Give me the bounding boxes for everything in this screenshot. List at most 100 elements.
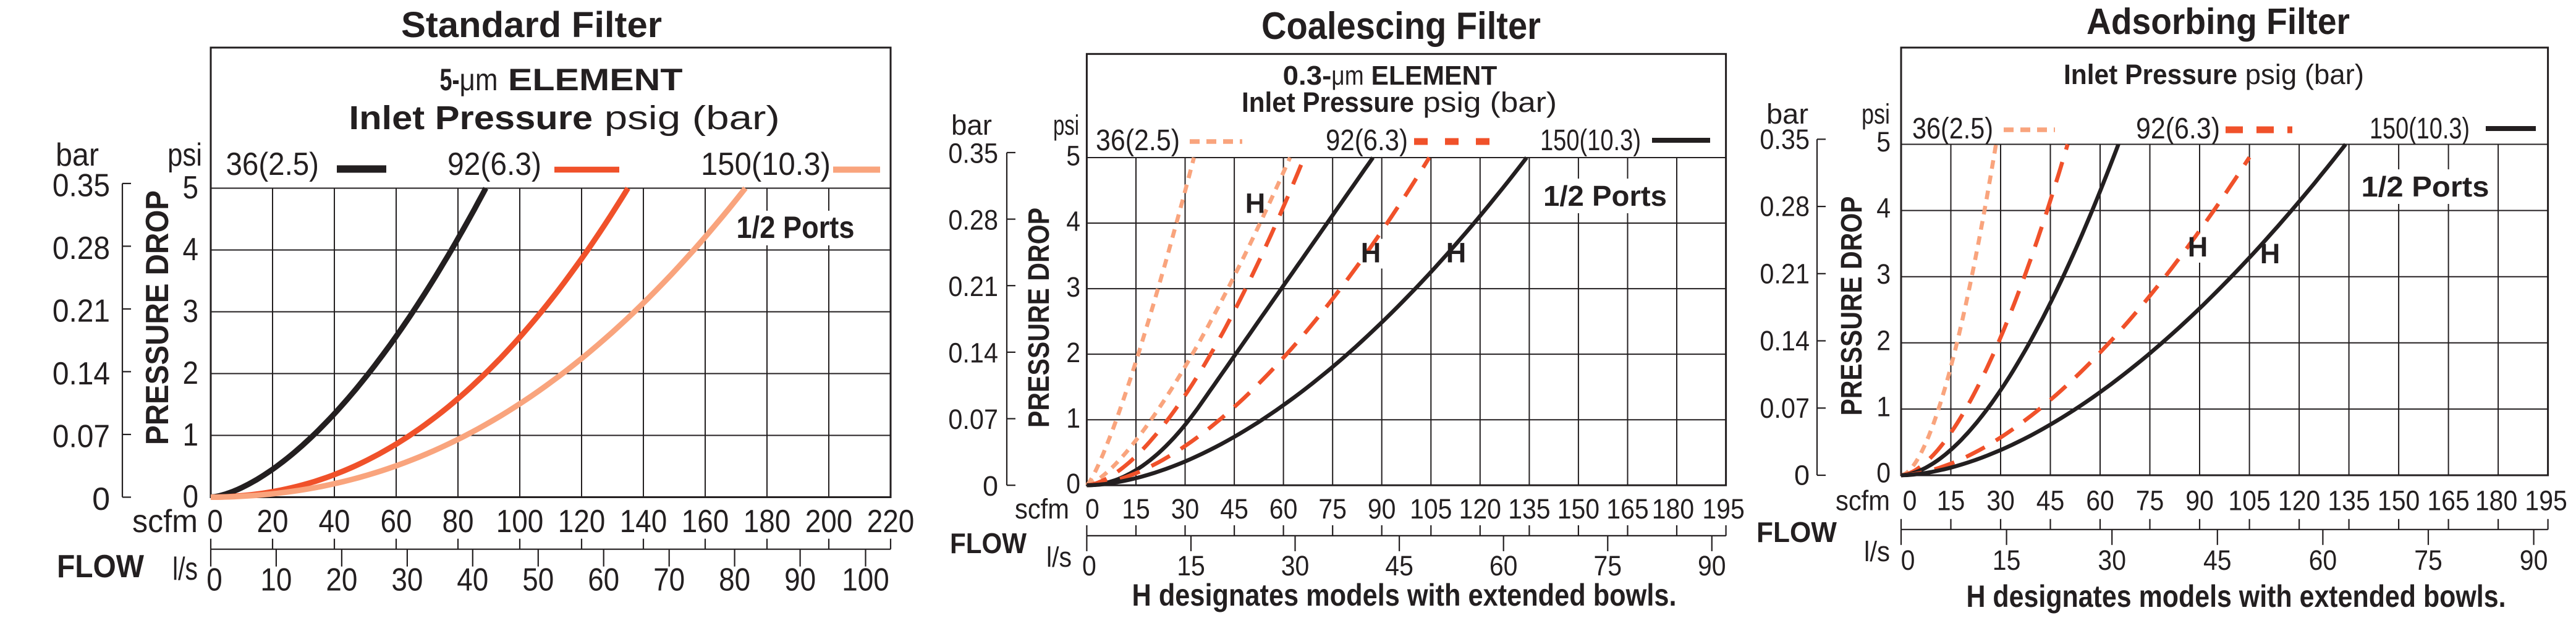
svg-text:0.14: 0.14 [948, 337, 998, 369]
svg-text:H: H [1446, 237, 1467, 269]
svg-text:60: 60 [588, 562, 619, 598]
svg-text:150: 150 [1557, 493, 1599, 525]
svg-text:H designates models with exten: H designates models with extended bowls. [1967, 579, 2506, 614]
svg-text:PRESSURE DROP: PRESSURE DROP [1836, 197, 1868, 416]
svg-text:1/2 Ports: 1/2 Ports [1543, 180, 1667, 212]
svg-text:Adsorbing Filter: Adsorbing Filter [2087, 1, 2350, 42]
svg-text:150: 150 [2378, 485, 2420, 517]
svg-text:3: 3 [1066, 271, 1080, 303]
svg-text:l/s: l/s [1046, 541, 1072, 573]
svg-text:165: 165 [2427, 485, 2469, 517]
svg-text:μm: μm [460, 62, 498, 97]
svg-text:1/2 Ports: 1/2 Ports [737, 210, 855, 245]
svg-text:15: 15 [1937, 485, 1965, 517]
svg-text:36(2.5): 36(2.5) [1096, 124, 1180, 157]
svg-text:0: 0 [983, 470, 998, 502]
svg-text:90: 90 [2520, 544, 2548, 576]
svg-text:2: 2 [1876, 324, 1891, 356]
svg-text:15: 15 [1177, 550, 1205, 582]
svg-text:1/2 Ports: 1/2 Ports [2362, 171, 2489, 203]
svg-text:100: 100 [842, 562, 889, 598]
svg-text:FLOW: FLOW [1756, 516, 1837, 548]
svg-text:Inlet Pressure: Inlet Pressure [2064, 59, 2237, 90]
svg-text:3: 3 [183, 294, 199, 329]
svg-text:75: 75 [1318, 493, 1347, 525]
svg-text:60: 60 [2309, 544, 2337, 576]
svg-text:0.28: 0.28 [53, 231, 110, 266]
svg-text:0.35: 0.35 [948, 138, 998, 169]
svg-text:36(2.5): 36(2.5) [1912, 112, 1993, 145]
svg-text:0: 0 [1066, 468, 1080, 499]
svg-text:75: 75 [1594, 550, 1622, 582]
svg-text:60: 60 [1269, 493, 1298, 525]
svg-text:15: 15 [1122, 493, 1150, 525]
svg-text:0.28: 0.28 [1760, 191, 1810, 222]
svg-text:4: 4 [183, 232, 199, 268]
svg-text:scfm: scfm [132, 504, 198, 540]
svg-text:Standard Filter: Standard Filter [401, 5, 662, 45]
svg-text:H: H [1361, 237, 1381, 269]
svg-text:H designates models with exten: H designates models with extended bowls. [1132, 578, 1677, 612]
svg-text:150(10.3): 150(10.3) [701, 146, 831, 182]
svg-text:0.21: 0.21 [1760, 258, 1810, 289]
svg-text:180: 180 [744, 504, 791, 540]
svg-text:0.21: 0.21 [53, 293, 110, 329]
svg-text:H: H [1245, 188, 1266, 219]
svg-text:psi: psi [1862, 98, 1890, 130]
svg-text:20: 20 [326, 562, 357, 598]
svg-text:l/s: l/s [172, 551, 198, 587]
svg-text:1: 1 [1066, 402, 1080, 434]
svg-text:36(2.5): 36(2.5) [226, 146, 320, 182]
svg-text:140: 140 [620, 504, 667, 540]
svg-text:scfm: scfm [1015, 493, 1069, 525]
svg-text:l/s: l/s [1864, 536, 1890, 567]
svg-text:psig (bar): psig (bar) [1414, 87, 1557, 118]
svg-text:50: 50 [522, 562, 554, 598]
svg-text:90: 90 [1368, 493, 1396, 525]
svg-text:60: 60 [1489, 550, 1518, 582]
svg-text:0.07: 0.07 [53, 419, 110, 455]
svg-text:H: H [2260, 238, 2281, 269]
svg-text:FLOW: FLOW [950, 527, 1027, 559]
svg-text:psig (bar): psig (bar) [593, 99, 780, 137]
svg-text:90: 90 [1698, 550, 1726, 582]
svg-text:105: 105 [2228, 485, 2270, 517]
svg-text:0.14: 0.14 [53, 356, 110, 392]
svg-text:0.35: 0.35 [53, 167, 110, 203]
svg-text:75: 75 [2414, 544, 2443, 576]
svg-text:ELEMENT: ELEMENT [498, 62, 683, 97]
svg-text:Inlet Pressure: Inlet Pressure [349, 99, 593, 137]
svg-text:60: 60 [2086, 485, 2114, 517]
svg-text:1: 1 [1876, 391, 1891, 422]
svg-text:195: 195 [2525, 485, 2567, 517]
svg-text:120: 120 [558, 504, 606, 540]
svg-text:75: 75 [2136, 485, 2164, 517]
svg-text:FLOW: FLOW [57, 549, 145, 585]
svg-text:80: 80 [443, 504, 474, 540]
svg-text:0: 0 [207, 504, 223, 540]
svg-text:150(10.3): 150(10.3) [1540, 124, 1641, 157]
svg-text:45: 45 [1220, 493, 1248, 525]
svg-text:0.14: 0.14 [1760, 325, 1810, 357]
svg-text:40: 40 [319, 504, 350, 540]
svg-text:200: 200 [805, 504, 853, 540]
svg-text:100: 100 [496, 504, 544, 540]
svg-text:Coalescing Filter: Coalescing Filter [1261, 5, 1541, 48]
svg-text:2: 2 [1066, 337, 1080, 368]
svg-text:2: 2 [183, 355, 199, 391]
svg-text:0: 0 [1082, 550, 1096, 582]
svg-text:5: 5 [183, 170, 199, 206]
svg-text:0: 0 [1901, 544, 1915, 576]
svg-text:1: 1 [183, 417, 199, 453]
svg-text:0: 0 [1085, 493, 1099, 525]
svg-text:scfm: scfm [1836, 485, 1890, 517]
svg-text:90: 90 [784, 562, 816, 598]
svg-text:195: 195 [1702, 493, 1744, 525]
svg-text:120: 120 [2278, 485, 2320, 517]
svg-text:30: 30 [1171, 493, 1200, 525]
svg-text:bar: bar [1766, 98, 1808, 130]
svg-text:bar: bar [951, 109, 992, 141]
svg-text:105: 105 [1410, 493, 1452, 525]
svg-text:0: 0 [183, 479, 199, 515]
svg-text:20: 20 [257, 504, 289, 540]
